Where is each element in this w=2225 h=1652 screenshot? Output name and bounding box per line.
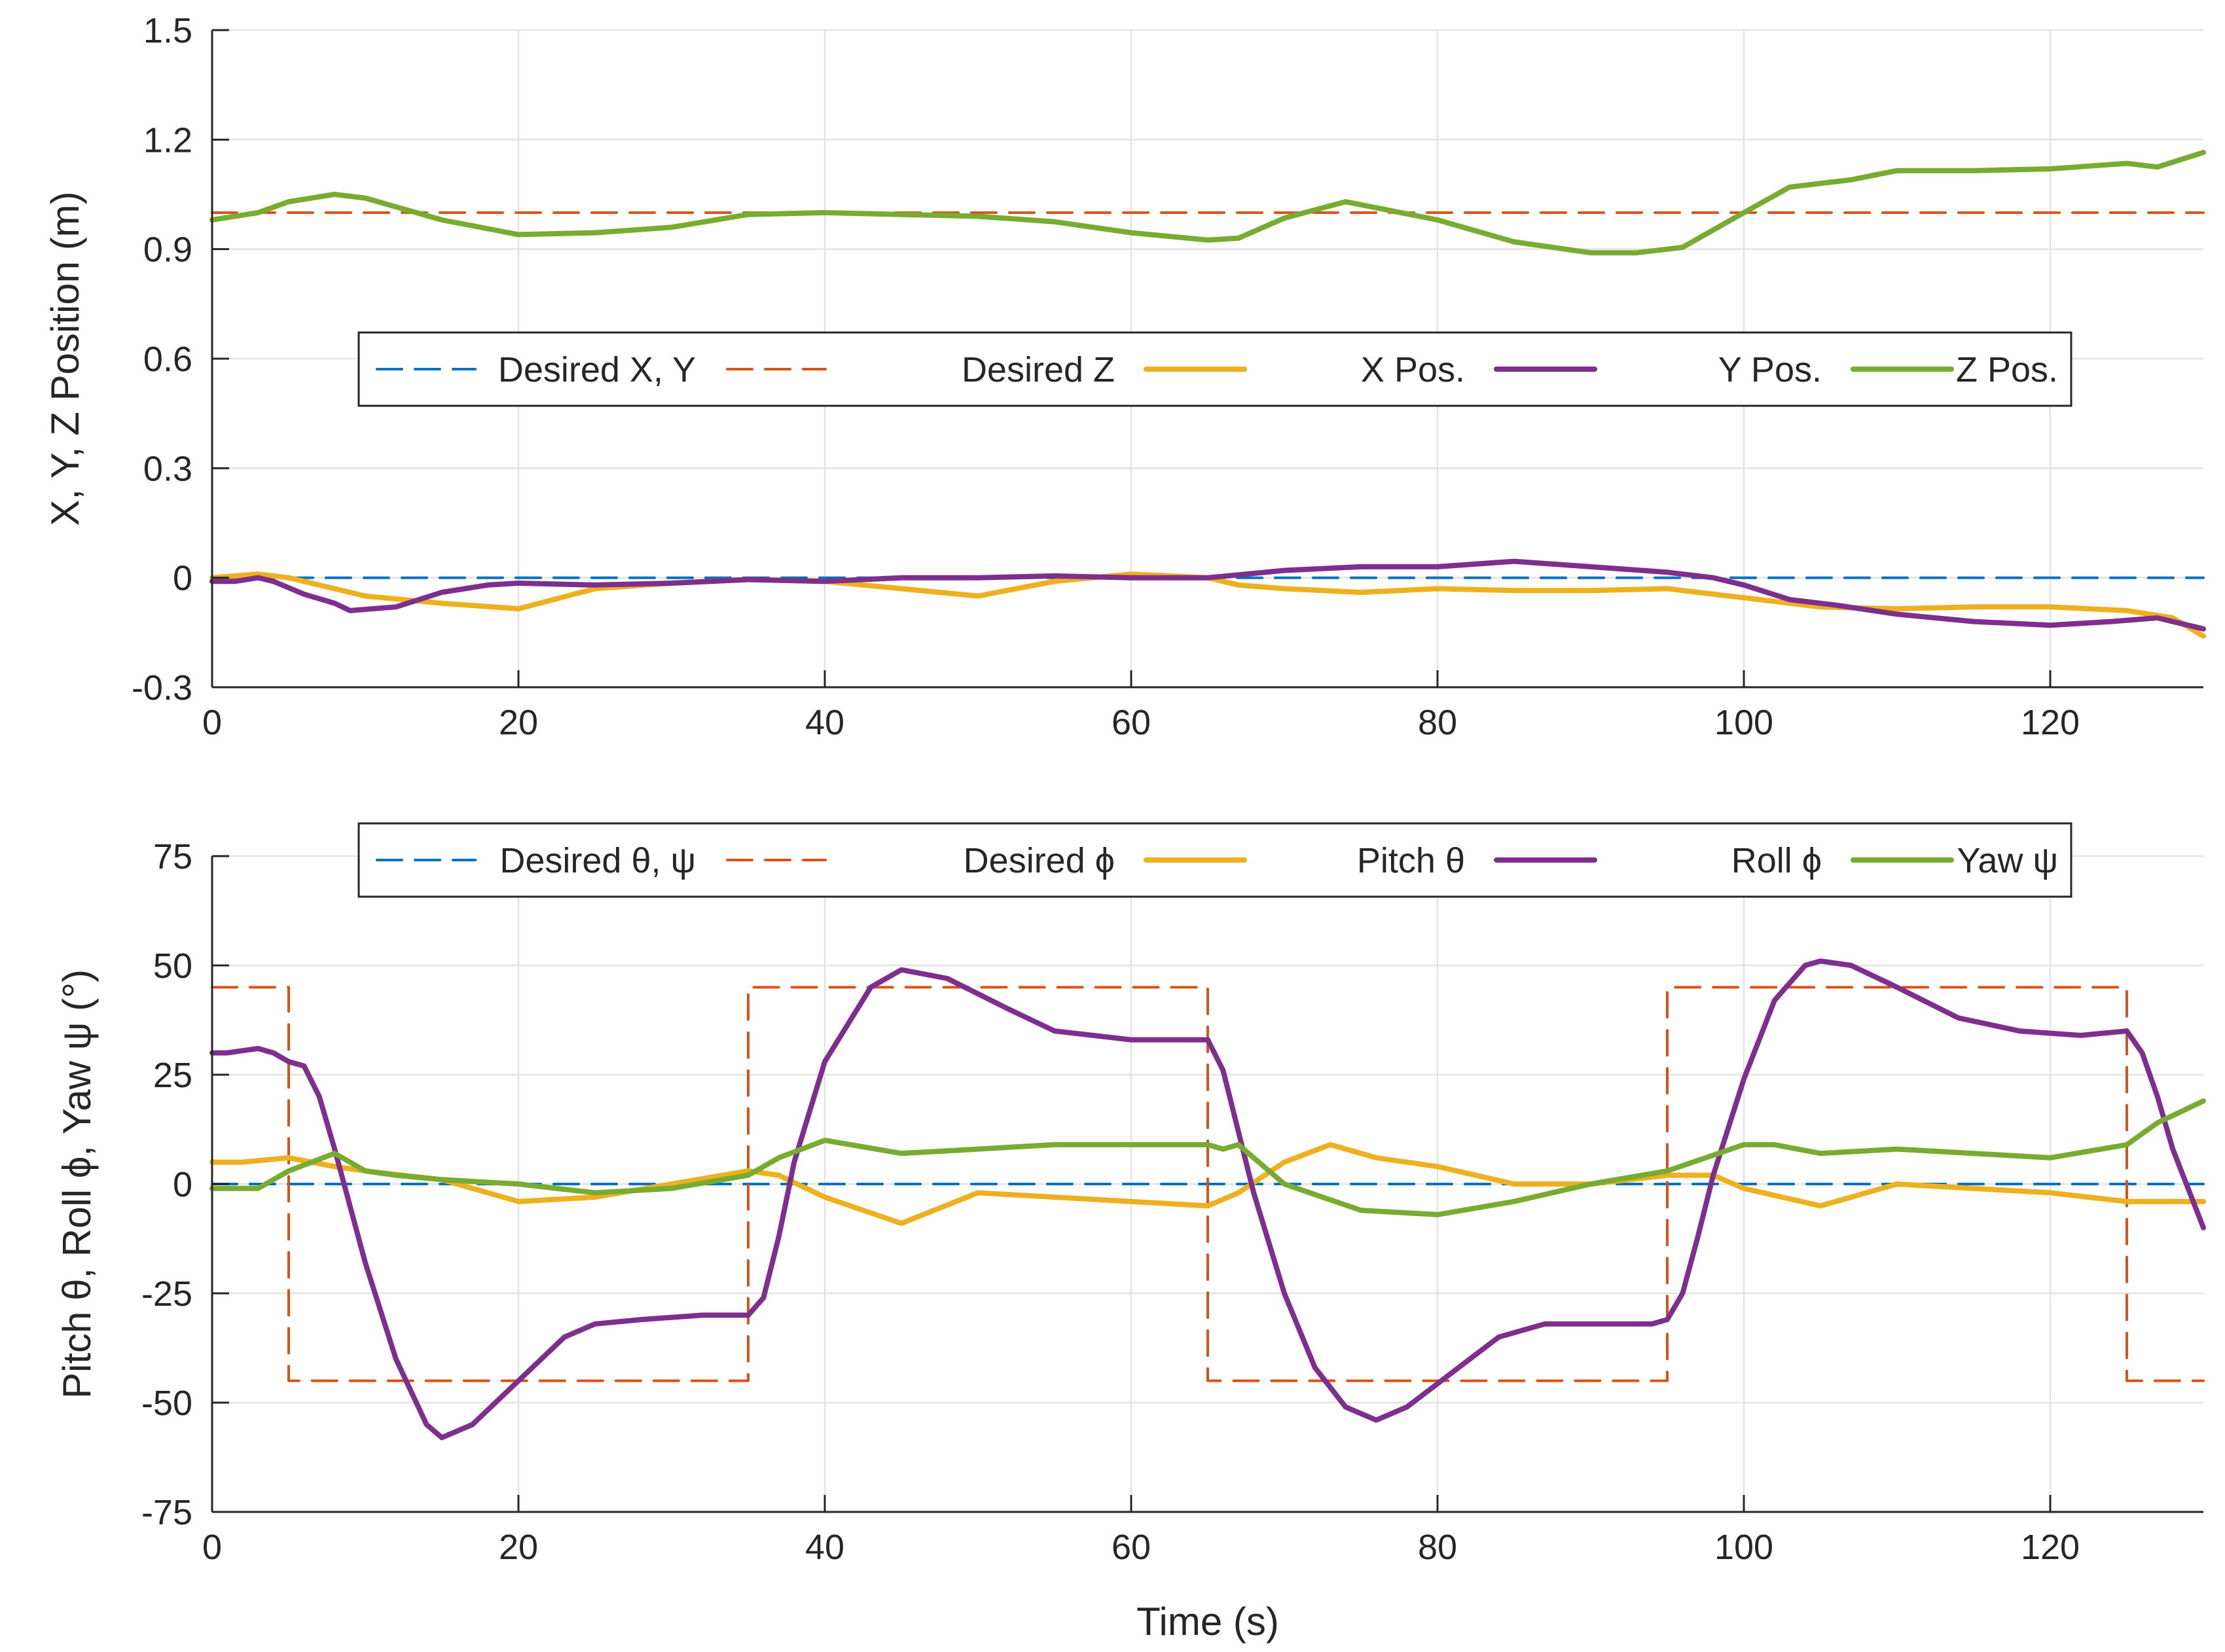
series-group — [209, 149, 2206, 639]
x-tick-label: 80 — [1418, 703, 1457, 742]
y-tick-label: 25 — [153, 1056, 192, 1095]
x-tick-label: 40 — [805, 703, 844, 742]
y-tick-label: 0 — [173, 1165, 192, 1204]
y-tick-label: -0.3 — [132, 668, 192, 708]
y-tick-label: 0.3 — [143, 449, 192, 488]
y-tick-label: 1.2 — [143, 120, 192, 160]
y-tick-label: 50 — [153, 946, 192, 986]
x-tick-label: 20 — [499, 703, 538, 742]
series-line-pitch — [209, 1141, 2206, 1227]
legend-label: Z Pos. — [1956, 350, 2058, 389]
series-line-yaw — [209, 1098, 2206, 1217]
y-axis-label: Pitch θ, Roll ϕ, Yaw ψ (°) — [55, 969, 99, 1399]
x-tick-label: 100 — [1714, 703, 1773, 742]
x-tick-label: 0 — [202, 1528, 222, 1567]
position-chart: 0 20 40 60 80 100 120 -0.3 0 0.3 0.6 0.9 1.2 1.5 X, Y,… — [43, 11, 2206, 742]
attitude-chart: 0 20 40 60 80 100 120 -75 -50 -25 0 25 50 75 Pitch θ, … — [55, 822, 2206, 1643]
x-tick-label: 100 — [1714, 1528, 1773, 1567]
y-tick-label: 0.6 — [143, 340, 192, 379]
y-tick-label: 75 — [153, 837, 192, 876]
y-tick-label: 0 — [173, 559, 192, 598]
legend-label: Y Pos. — [1718, 350, 1822, 389]
x-tick-label: 0 — [202, 703, 222, 742]
x-tick-label: 40 — [805, 1528, 844, 1567]
x-tick-label: 120 — [2021, 1528, 2080, 1567]
x-tick-label: 60 — [1112, 703, 1151, 742]
y-tick-label: -25 — [141, 1274, 192, 1314]
legend-label: Desired ϕ — [964, 841, 1115, 880]
legend-label: Desired Z — [962, 350, 1115, 389]
y-tick-label: 0.9 — [143, 230, 192, 270]
y-tick-label: 1.5 — [143, 11, 192, 50]
x-axis-label: Time (s) — [1136, 1600, 1279, 1643]
legend-label: Roll ϕ — [1731, 841, 1822, 880]
y-tick-label: -50 — [141, 1384, 192, 1423]
legend-label: Yaw ψ — [1957, 841, 2058, 880]
series-line-y-pos — [209, 558, 2206, 632]
legend-label: Pitch θ — [1357, 841, 1465, 880]
y-tick-label: -75 — [141, 1493, 192, 1532]
legend-label: X Pos. — [1361, 350, 1465, 389]
series-group — [209, 958, 2206, 1441]
legend: Desired θ, ψ Desired ϕ Pitch θ Roll ϕ Yaw ψ — [357, 822, 2072, 898]
x-tick-label: 80 — [1418, 1528, 1457, 1567]
series-line-desired-phi — [211, 986, 2205, 1382]
x-tick-label: 60 — [1112, 1528, 1151, 1567]
legend-label: Desired θ, ψ — [499, 841, 696, 880]
y-axis-label: X, Y, Z Position (m) — [43, 191, 87, 526]
x-tick-label: 20 — [499, 1528, 538, 1567]
x-tick-label: 120 — [2021, 703, 2080, 742]
series-line-z-pos — [209, 149, 2206, 256]
series-line-roll — [209, 958, 2206, 1441]
legend: Desired X, Y Desired Z X Pos. Y Pos. Z Pos. — [357, 331, 2072, 407]
legend-label: Desired X, Y — [498, 350, 696, 389]
